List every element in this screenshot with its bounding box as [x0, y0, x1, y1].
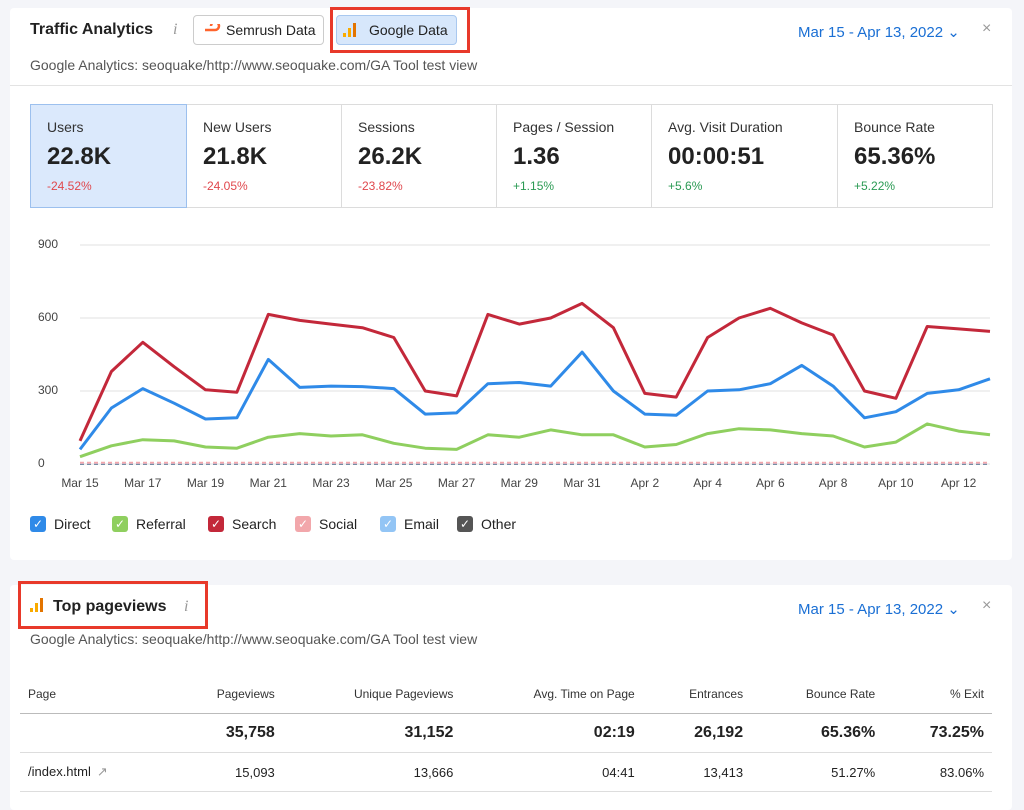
cell[interactable]: /index.html↗ — [20, 753, 168, 792]
total-cell: 73.25% — [883, 714, 992, 753]
column-header: Pageviews — [168, 675, 283, 714]
column-header: Entrances — [643, 675, 751, 714]
legend-item[interactable]: ✓ Referral — [112, 515, 186, 533]
date-text: Mar 15 - Apr 13, 2022 — [798, 601, 943, 618]
cell: 15,093 — [168, 753, 283, 792]
cell: 04:41 — [461, 753, 642, 792]
x-tick-label: Mar 21 — [250, 476, 288, 490]
x-tick-label: Apr 8 — [819, 476, 848, 490]
cell: 13,666 — [283, 753, 462, 792]
y-tick-label: 300 — [38, 383, 58, 397]
total-cell: 26,192 — [643, 714, 751, 753]
legend-checkbox: ✓ — [208, 516, 224, 532]
series-line — [80, 303, 990, 441]
x-tick-label: Apr 10 — [878, 476, 914, 490]
x-tick-label: Apr 6 — [756, 476, 785, 490]
total-cell: 02:19 — [461, 714, 642, 753]
legend-checkbox: ✓ — [112, 516, 128, 532]
legend-checkbox: ✓ — [30, 516, 46, 532]
y-tick-label: 900 — [38, 237, 58, 251]
total-cell: 31,152 — [283, 714, 462, 753]
highlight-box — [18, 581, 208, 629]
legend-item[interactable]: ✓ Other — [457, 515, 516, 533]
legend-label: Referral — [136, 516, 186, 532]
legend-label: Direct — [54, 516, 91, 532]
date-range[interactable]: Mar 15 - Apr 13, 2022 ⌄ — [798, 600, 960, 618]
pageviews-table: PagePageviewsUnique PageviewsAvg. Time o… — [20, 675, 992, 792]
column-header: % Exit — [883, 675, 992, 714]
x-tick-label: Mar 19 — [187, 476, 225, 490]
legend-item[interactable]: ✓ Direct — [30, 515, 91, 533]
table-row: /index.html↗15,09313,66604:4113,41351.27… — [20, 753, 992, 792]
cell: 83.06% — [883, 753, 992, 792]
legend-item[interactable]: ✓ Search — [208, 515, 276, 533]
cell: 13,413 — [643, 753, 751, 792]
legend-checkbox: ✓ — [295, 516, 311, 532]
legend-checkbox: ✓ — [380, 516, 396, 532]
header-row: PagePageviewsUnique PageviewsAvg. Time o… — [20, 675, 992, 714]
x-tick-label: Apr 4 — [693, 476, 722, 490]
y-tick-label: 600 — [38, 310, 58, 324]
series-line — [80, 424, 990, 457]
x-tick-label: Mar 15 — [61, 476, 99, 490]
subtitle: Google Analytics: seoquake/http://www.se… — [30, 631, 477, 647]
legend-checkbox: ✓ — [457, 516, 473, 532]
metric-tile[interactable]: Users 22.8K -24.52% — [30, 104, 187, 208]
total-cell: 65.36% — [751, 714, 883, 753]
close-button[interactable]: × — [982, 597, 991, 615]
cell — [20, 714, 168, 753]
x-tick-label: Mar 17 — [124, 476, 162, 490]
total-cell: 35,758 — [168, 714, 283, 753]
legend-label: Email — [404, 516, 439, 532]
external-link-icon: ↗ — [97, 764, 108, 779]
column-header: Unique Pageviews — [283, 675, 462, 714]
x-tick-label: Mar 31 — [563, 476, 601, 490]
legend-label: Other — [481, 516, 516, 532]
metric-value: 22.8K — [47, 143, 170, 171]
legend-label: Social — [319, 516, 357, 532]
x-tick-label: Mar 23 — [312, 476, 350, 490]
cell: 51.27% — [751, 753, 883, 792]
legend-label: Search — [232, 516, 276, 532]
x-tick-label: Mar 27 — [438, 476, 476, 490]
x-tick-label: Mar 29 — [501, 476, 539, 490]
legend-item[interactable]: ✓ Email — [380, 515, 439, 533]
metric-label: Users — [47, 119, 170, 135]
metric-change: -24.52% — [47, 179, 170, 193]
y-tick-label: 0 — [38, 456, 45, 470]
legend-item[interactable]: ✓ Social — [295, 515, 357, 533]
totals-row: 35,75831,15202:1926,19265.36%73.25% — [20, 714, 992, 753]
x-tick-label: Apr 2 — [630, 476, 659, 490]
x-tick-label: Apr 12 — [941, 476, 977, 490]
column-header: Page — [20, 675, 168, 714]
chart: 0 300 600 900 Mar 15 Mar 17 Mar 19 Mar 21 Mar 23… — [0, 0, 1024, 500]
column-header: Avg. Time on Page — [461, 675, 642, 714]
x-tick-label: Mar 25 — [375, 476, 413, 490]
column-header: Bounce Rate — [751, 675, 883, 714]
